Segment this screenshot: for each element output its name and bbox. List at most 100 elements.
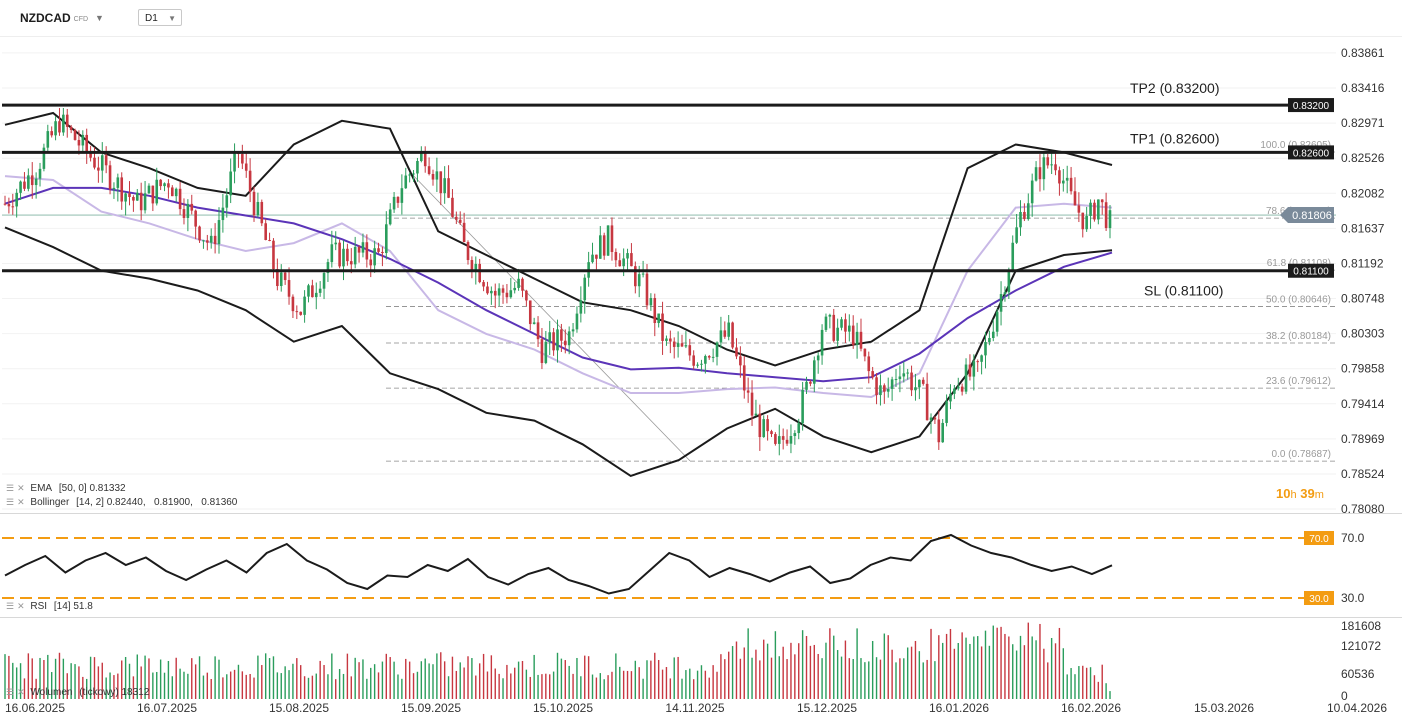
symbol-name[interactable]: NZDCAD CFD <box>20 11 88 25</box>
instrument-type: CFD <box>73 16 89 23</box>
volume-bar <box>218 659 220 699</box>
menu-icon[interactable]: ☰ <box>6 687 15 697</box>
candle-body <box>229 171 232 196</box>
volume-bar <box>708 677 710 699</box>
volume-bar <box>720 654 722 699</box>
candle-body <box>622 258 625 267</box>
volume-bar <box>805 636 808 699</box>
symbol-dropdown-icon[interactable]: ▼ <box>95 13 104 23</box>
candle-body <box>641 273 645 275</box>
volume-bar <box>117 673 119 699</box>
date-tick-label: 15.09.2025 <box>401 701 461 715</box>
volume-bar <box>370 667 372 699</box>
volume-bar <box>377 672 380 699</box>
volume-bar <box>1101 664 1103 699</box>
candle-body <box>840 319 843 328</box>
menu-icon[interactable]: ☰ <box>6 497 15 507</box>
candle-body <box>937 419 941 443</box>
volume-bar <box>167 660 170 699</box>
timeframe-select[interactable]: D1 ▼ <box>138 9 182 26</box>
volume-bar <box>300 665 302 699</box>
candle-body <box>949 393 952 402</box>
volume-bar <box>992 625 994 699</box>
volume-tick-label: 60536 <box>1341 667 1375 681</box>
volume-bar <box>630 671 633 699</box>
volume-bar <box>428 663 430 699</box>
volume-bar <box>105 677 107 699</box>
volume-bar <box>973 636 975 699</box>
candle-body <box>984 342 987 356</box>
candle-body <box>19 181 22 193</box>
volume-bar <box>319 660 321 699</box>
volume-bar <box>206 672 209 699</box>
volume-bar <box>657 659 660 699</box>
rsi-legend: ☰ ✕ RSI [14] 51.8 <box>6 601 93 612</box>
price-tick-label: 0.79858 <box>1341 362 1385 376</box>
volume-bar <box>27 653 30 699</box>
candle-body <box>404 175 408 189</box>
close-icon[interactable]: ✕ <box>17 687 25 697</box>
price-tick-label: 0.83416 <box>1341 81 1385 95</box>
candle-body <box>816 355 820 361</box>
volume-bar <box>66 673 68 699</box>
candle-body <box>707 356 711 358</box>
candle-body <box>455 216 458 220</box>
volume-bar <box>794 654 796 699</box>
volume-bar <box>891 649 893 699</box>
volume-bar <box>510 673 512 699</box>
candle-body <box>591 254 594 263</box>
candle-body <box>894 379 898 381</box>
volume-bar <box>584 655 586 699</box>
candle-body <box>676 343 680 347</box>
volume-bar <box>903 658 905 699</box>
price-levels[interactable]: TP2 (0.83200) 0.83200 TP1 (0.82600) 0.82600… <box>2 80 1334 299</box>
volume-bar <box>934 661 936 699</box>
price-tick-label: 0.83861 <box>1341 46 1385 60</box>
volume-bar <box>770 657 773 699</box>
volume-bar <box>1047 662 1049 699</box>
candle-body <box>365 242 369 260</box>
candle-body <box>684 345 688 347</box>
candle-body <box>174 188 178 197</box>
rsi-series <box>4 533 1113 595</box>
candle-body <box>696 364 699 366</box>
close-icon[interactable]: ✕ <box>17 601 25 611</box>
volume-bar <box>731 646 734 699</box>
candle-body <box>143 193 147 211</box>
countdown-hours: 10 <box>1276 486 1291 501</box>
volume-bar <box>86 678 88 699</box>
candle-body <box>100 155 104 171</box>
volume-bar <box>1019 635 1022 699</box>
candle-body <box>264 223 267 240</box>
symbol-label: NZDCAD <box>20 11 71 25</box>
volume-bar <box>440 652 442 699</box>
menu-icon[interactable]: ☰ <box>6 483 15 493</box>
volume-bar <box>113 675 115 699</box>
candle-body <box>408 174 411 176</box>
close-icon[interactable]: ✕ <box>17 497 25 507</box>
ema-name: EMA <box>30 483 53 494</box>
candle-body <box>513 287 517 291</box>
volume-bar <box>401 678 403 699</box>
volume-bar <box>82 676 84 699</box>
chart-toolbar: NZDCAD CFD ▼ D1 ▼ <box>0 0 1402 36</box>
candle-body <box>155 179 159 204</box>
candle-body <box>556 329 559 351</box>
candle-body <box>3 203 7 205</box>
candle-body <box>649 298 653 306</box>
candle-body <box>774 434 777 444</box>
current-price-tag-label: 0.81806 <box>1292 210 1332 222</box>
volume-bar <box>801 630 804 699</box>
candle-body <box>167 183 170 188</box>
volume-bar <box>241 671 244 699</box>
candle-body <box>956 386 960 389</box>
volume-bar <box>315 673 317 699</box>
candle-body <box>151 185 155 204</box>
countdown-minutes-unit: m <box>1314 489 1324 501</box>
volume-bar <box>619 666 621 699</box>
menu-icon[interactable]: ☰ <box>6 601 15 611</box>
ema-params: [50, 0] <box>58 483 87 494</box>
close-icon[interactable]: ✕ <box>17 483 25 493</box>
volume-bar <box>191 658 193 699</box>
